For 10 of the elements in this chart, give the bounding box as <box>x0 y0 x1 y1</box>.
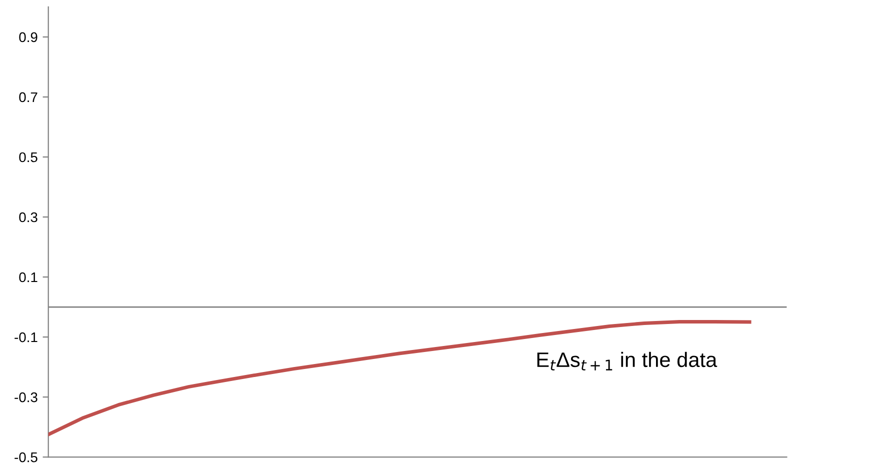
y-tick-label: 0.5 <box>19 152 38 162</box>
y-tick-label: 0.7 <box>19 92 38 102</box>
y-tick-label: -0.1 <box>14 332 38 342</box>
y-tick-label: 0.1 <box>19 272 38 282</box>
y-tick-label: -0.5 <box>14 452 38 462</box>
y-tick-label: 0.3 <box>19 212 38 222</box>
y-tick-label: -0.3 <box>14 392 38 402</box>
y-tick-label: 0.9 <box>19 32 38 42</box>
annotation: E$_{t}$Δs$_{t+1}$ in the data <box>537 352 718 370</box>
line-series <box>48 320 752 436</box>
